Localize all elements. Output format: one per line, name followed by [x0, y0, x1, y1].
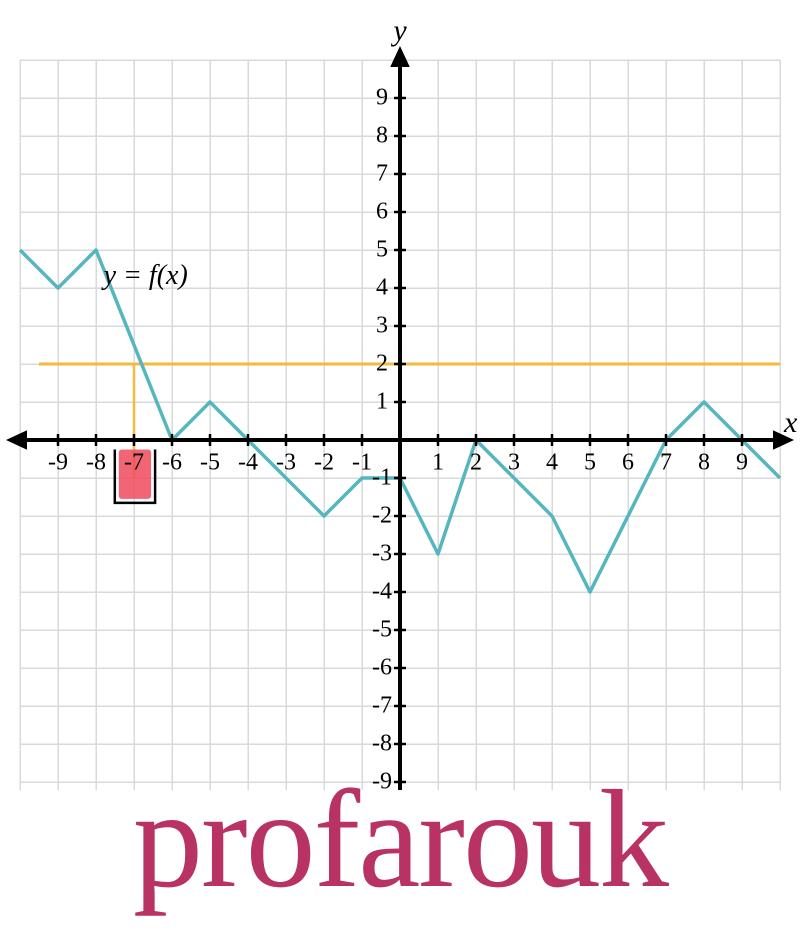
x-tick-label: 1: [432, 450, 444, 476]
y-tick-label: -3: [372, 541, 392, 567]
y-tick-label: 8: [376, 123, 388, 149]
x-tick-label: -6: [162, 450, 182, 476]
x-tick-label: 9: [736, 450, 748, 476]
x-tick-label: -1: [352, 450, 372, 476]
x-tick-label: -4: [238, 450, 258, 476]
x-tick-label: -5: [200, 450, 220, 476]
x-tick-label: -3: [276, 450, 296, 476]
x-axis-title: x: [783, 406, 798, 439]
function-label: y = f(x): [101, 260, 188, 291]
chart-container: -9-8-7-6-5-4-3-2-1123456789-9-8-7-6-5-4-…: [0, 0, 800, 790]
watermark-text: profarouk: [0, 770, 800, 910]
x-tick-label: 7: [660, 450, 672, 476]
x-tick-label: -7: [124, 450, 144, 476]
x-tick-label: 8: [698, 450, 710, 476]
x-tick-label: 5: [584, 450, 596, 476]
y-tick-label: 2: [376, 351, 388, 377]
x-tick-label: -9: [48, 450, 68, 476]
y-tick-label: 7: [376, 161, 388, 187]
y-tick-label: 5: [376, 237, 388, 263]
y-tick-label: -6: [372, 655, 392, 681]
y-tick-label: -4: [372, 579, 392, 605]
y-tick-label: 3: [376, 313, 388, 339]
x-tick-label: -2: [314, 450, 334, 476]
y-tick-label: -1: [372, 465, 392, 491]
y-tick-label: 6: [376, 199, 388, 225]
x-tick-label: -8: [86, 450, 106, 476]
y-tick-label: 4: [376, 275, 388, 301]
y-tick-label: -2: [372, 503, 392, 529]
y-tick-label: -7: [372, 693, 392, 719]
function-chart: -9-8-7-6-5-4-3-2-1123456789-9-8-7-6-5-4-…: [0, 0, 800, 790]
x-tick-label: 2: [470, 450, 482, 476]
y-axis-title: y: [390, 14, 407, 47]
x-tick-label: 3: [508, 450, 520, 476]
x-tick-label: 6: [622, 450, 634, 476]
y-tick-label: 1: [376, 389, 388, 415]
x-tick-label: 4: [546, 450, 558, 476]
y-tick-label: 9: [376, 85, 388, 111]
y-tick-label: -5: [372, 617, 392, 643]
y-tick-label: -8: [372, 731, 392, 757]
